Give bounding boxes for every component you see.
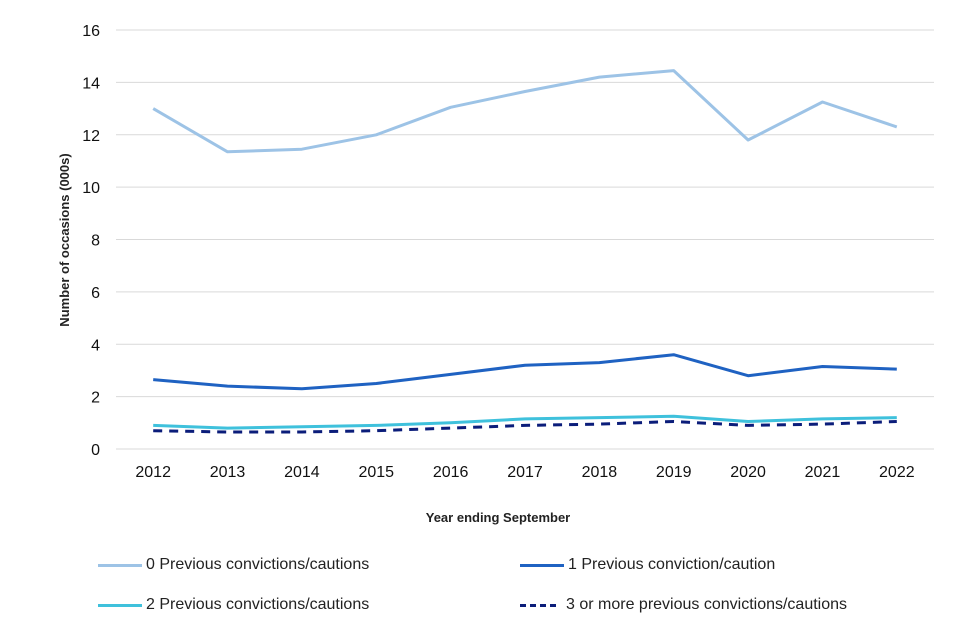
legend-label: 2 Previous convictions/cautions <box>146 596 370 613</box>
legend-item-2-previous: 2 Previous convictions/cautions <box>98 596 369 614</box>
legend-label: 3 or more previous convictions/cautions <box>566 596 848 613</box>
y-tick-label: 14 <box>82 75 100 92</box>
x-tick-label: 2013 <box>210 464 246 481</box>
gridlines <box>116 29 934 450</box>
x-tick-label: 2018 <box>582 464 618 481</box>
y-axis-ticks: 0 2 4 6 8 10 12 14 16 <box>82 23 100 459</box>
y-tick-label: 2 <box>91 390 100 407</box>
x-tick-label: 2021 <box>805 464 841 481</box>
y-tick-label: 12 <box>82 128 100 145</box>
series-line-0 <box>152 69 898 154</box>
y-tick-label: 6 <box>91 285 100 302</box>
x-tick-label: 2012 <box>135 464 171 481</box>
x-tick-label: 2014 <box>284 464 320 481</box>
legend-swatch-light-blue-line <box>98 563 142 567</box>
series-lines <box>152 69 898 434</box>
y-tick-label: 8 <box>91 233 100 250</box>
x-axis-ticks: 2012 2013 2014 2015 2016 2017 2018 2019 2020 2021… <box>135 464 914 481</box>
x-tick-label: 2020 <box>730 464 766 481</box>
y-tick-label: 4 <box>91 337 100 354</box>
x-tick-label: 2019 <box>656 464 692 481</box>
legend-item-1-previous: 1 Previous conviction/caution <box>520 556 775 574</box>
legend: 0 Previous convictions/cautions 1 Previo… <box>0 548 960 628</box>
y-tick-label: 10 <box>82 180 100 197</box>
legend-item-3-or-more-previous: 3 or more previous convictions/cautions <box>512 596 847 614</box>
y-tick-label: 16 <box>82 23 100 40</box>
x-tick-label: 2015 <box>358 464 394 481</box>
y-tick-label: 0 <box>91 442 100 459</box>
legend-swatch-navy-dashed-line <box>520 603 556 607</box>
x-tick-label: 2016 <box>433 464 469 481</box>
x-axis-title: Year ending September <box>426 510 571 525</box>
legend-label: 1 Previous conviction/caution <box>568 556 776 573</box>
series-line-2 <box>153 414 897 430</box>
series-line-3 <box>153 420 897 434</box>
x-tick-label: 2017 <box>507 464 543 481</box>
y-axis-title: Number of occasions (000s) <box>57 153 72 326</box>
legend-item-0-previous: 0 Previous convictions/cautions <box>98 556 369 574</box>
series-line-1 <box>153 353 897 391</box>
x-tick-label: 2022 <box>879 464 915 481</box>
legend-label: 0 Previous convictions/cautions <box>146 556 370 573</box>
legend-swatch-cyan-line <box>98 603 142 607</box>
legend-swatch-blue-line <box>520 563 564 567</box>
